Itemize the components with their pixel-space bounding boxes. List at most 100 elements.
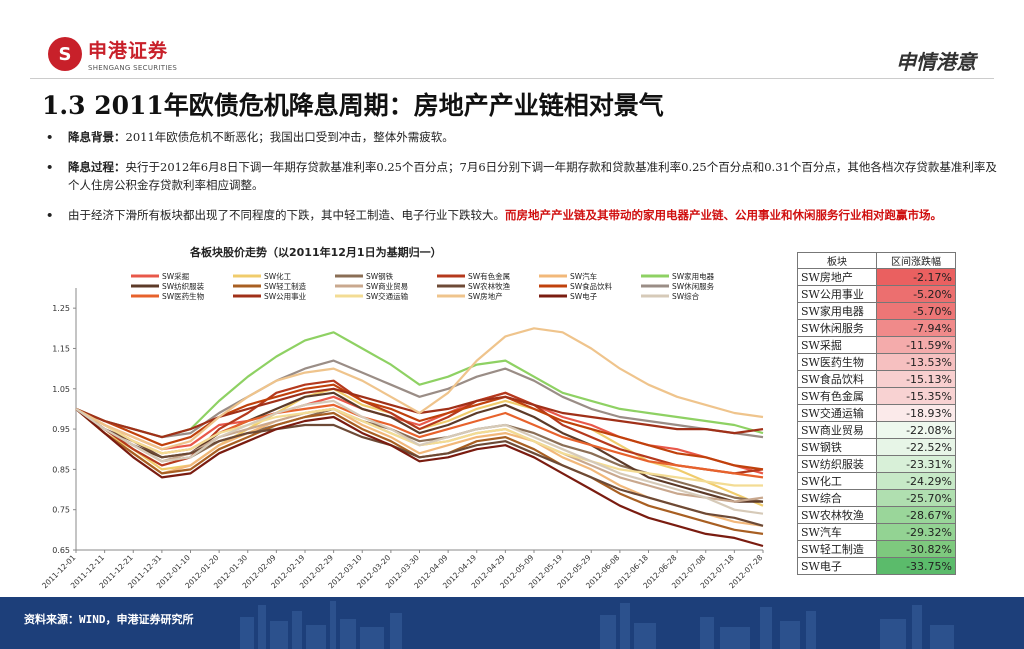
sector-change: -2.17% xyxy=(876,268,956,286)
company-logo: S 申港证券 SHENGANG SECURITIES xyxy=(48,36,177,72)
sector-change: -18.93% xyxy=(876,404,956,422)
slide-title: 1.3 2011年欧债危机降息周期：房地产产业链相对景气 xyxy=(42,91,664,120)
sector-change: -7.94% xyxy=(876,319,956,337)
legend-label: SW食品饮料 xyxy=(570,281,613,291)
sector-change: -25.70% xyxy=(876,489,956,507)
legend-label: SW采掘 xyxy=(162,271,189,281)
series-line xyxy=(75,383,764,471)
bullet-item: • 由于经济下滑所有板块都出现了不同程度的下跌，其中轻工制造、电子行业下跌较大。而… xyxy=(46,208,942,222)
logo-icon: S xyxy=(48,37,82,71)
table-header-sector: 板块 xyxy=(797,252,877,269)
table-row: SW汽车 -29.32% xyxy=(797,523,956,541)
bullet-key: 降息过程： xyxy=(68,160,126,174)
sector-name: SW综合 xyxy=(797,489,877,507)
sector-name: SW商业贸易 xyxy=(797,421,877,439)
sector-change: -33.75% xyxy=(876,557,956,575)
sector-name: SW交通运输 xyxy=(797,404,877,422)
legend-label: SW家用电器 xyxy=(672,271,715,281)
sector-name: SW采掘 xyxy=(797,336,877,354)
table-row: SW休闲服务 -7.94% xyxy=(797,319,956,337)
table-row: SW电子 -33.75% xyxy=(797,557,956,575)
series-line xyxy=(75,408,764,548)
footer-bar: 资料来源：WIND，申港证券研究所 xyxy=(0,597,1024,649)
sector-change: -23.31% xyxy=(876,455,956,473)
sector-name: SW化工 xyxy=(797,472,877,490)
sector-name: SW钢铁 xyxy=(797,438,877,456)
table-row: SW食品饮料 -15.13% xyxy=(797,370,956,388)
sector-name: SW农林牧渔 xyxy=(797,506,877,524)
sector-name: SW纺织服装 xyxy=(797,455,877,473)
sector-change: -15.13% xyxy=(876,370,956,388)
logo-cn: 申港证券 xyxy=(88,40,169,62)
header-divider xyxy=(30,78,994,79)
series-line xyxy=(75,327,764,451)
legend-label: SW交通运输 xyxy=(366,291,409,301)
slogan: 申情港意 xyxy=(896,50,976,74)
legend-label: SW钢铁 xyxy=(366,271,394,281)
legend-label: SW综合 xyxy=(672,291,700,301)
bullet-highlight: 而房地产产业链及其带动的家用电器产业链、公用事业和休闲服务行业相对跑赢市场。 xyxy=(505,208,942,222)
bullet-key: 降息背景： xyxy=(68,130,126,144)
table-row: SW公用事业 -5.20% xyxy=(797,285,956,303)
legend-label: SW休闲服务 xyxy=(672,281,715,291)
bullet-text: 央行于2012年6月8日下调一年期存贷款基准利率0.25个百分点；7月6日分别下… xyxy=(68,160,997,192)
legend-label: SW电子 xyxy=(570,291,598,301)
table-row: SW医药生物 -13.53% xyxy=(797,353,956,371)
city-skyline-icon xyxy=(240,601,954,649)
sector-name: SW休闲服务 xyxy=(797,319,877,337)
legend-label: SW农林牧渔 xyxy=(468,281,511,291)
legend-label: SW化工 xyxy=(264,271,292,281)
table-row: SW化工 -24.29% xyxy=(797,472,956,490)
sector-change: -5.70% xyxy=(876,302,956,320)
source-note: 资料来源：WIND，申港证券研究所 xyxy=(24,613,194,626)
table-row: SW综合 -25.70% xyxy=(797,489,956,507)
bullet-list: • 降息背景：2011年欧债危机不断恶化；我国出口受到冲击，整体外需疲软。 • 降息… xyxy=(44,128,1004,236)
series-line xyxy=(75,359,764,439)
table-row: SW交通运输 -18.93% xyxy=(797,404,956,422)
sector-change: -22.52% xyxy=(876,438,956,456)
sector-change: -22.08% xyxy=(876,421,956,439)
sector-name: SW医药生物 xyxy=(797,353,877,371)
table-row: SW商业贸易 -22.08% xyxy=(797,421,956,439)
table-header-change: 区间涨跌幅 xyxy=(876,252,956,269)
sector-return-table: 板块 区间涨跌幅 SW房地产 -2.17% SW公用事业 -5.20% SW家用电器 -5… xyxy=(797,252,956,575)
sector-name: SW房地产 xyxy=(797,268,877,286)
legend-label: SW商业贸易 xyxy=(366,281,408,291)
y-tick-label: 0.85 xyxy=(52,465,70,474)
bullet-text: 由于经济下滑所有板块都出现了不同程度的下跌，其中轻工制造、电子行业下跌较大。 xyxy=(68,208,505,222)
sector-change: -24.29% xyxy=(876,472,956,490)
y-tick-label: 1.05 xyxy=(52,385,70,394)
sector-change: -13.53% xyxy=(876,353,956,371)
sector-change: -30.82% xyxy=(876,540,956,558)
table-row: SW有色金属 -15.35% xyxy=(797,387,956,405)
legend-label: SW房地产 xyxy=(468,291,503,301)
table-row: SW纺织服装 -23.31% xyxy=(797,455,956,473)
table-row: SW家用电器 -5.70% xyxy=(797,302,956,320)
y-tick-label: 0.95 xyxy=(52,425,70,434)
sector-name: SW轻工制造 xyxy=(797,540,877,558)
table-row: SW轻工制造 -30.82% xyxy=(797,540,956,558)
table-row: SW农林牧渔 -28.67% xyxy=(797,506,956,524)
legend-label: SW有色金属 xyxy=(468,271,510,281)
sector-change: -5.20% xyxy=(876,285,956,303)
legend-label: SW纺织服装 xyxy=(162,281,205,291)
legend-label: SW轻工制造 xyxy=(264,281,307,291)
series-line xyxy=(75,408,764,527)
sector-name: SW公用事业 xyxy=(797,285,877,303)
bullet-item: • 降息过程：央行于2012年6月8日下调一年期存贷款基准利率0.25个百分点；7… xyxy=(46,160,997,192)
sector-name: SW电子 xyxy=(797,557,877,575)
legend-label: SW汽车 xyxy=(570,271,598,281)
series-line xyxy=(75,399,764,515)
y-tick-label: 1.25 xyxy=(52,304,70,313)
sector-name: SW食品饮料 xyxy=(797,370,877,388)
bullet-text: 2011年欧债危机不断恶化；我国出口受到冲击，整体外需疲软。 xyxy=(125,130,454,144)
table-row: SW房地产 -2.17% xyxy=(797,268,956,286)
sector-name: SW有色金属 xyxy=(797,387,877,405)
table-row: SW钢铁 -22.52% xyxy=(797,438,956,456)
y-tick-label: 1.15 xyxy=(52,344,70,353)
sector-change: -15.35% xyxy=(876,387,956,405)
legend-label: SW医药生物 xyxy=(162,291,205,301)
sector-name: SW家用电器 xyxy=(797,302,877,320)
bullet-item: • 降息背景：2011年欧债危机不断恶化；我国出口受到冲击，整体外需疲软。 xyxy=(46,130,454,144)
sector-change: -11.59% xyxy=(876,336,956,354)
